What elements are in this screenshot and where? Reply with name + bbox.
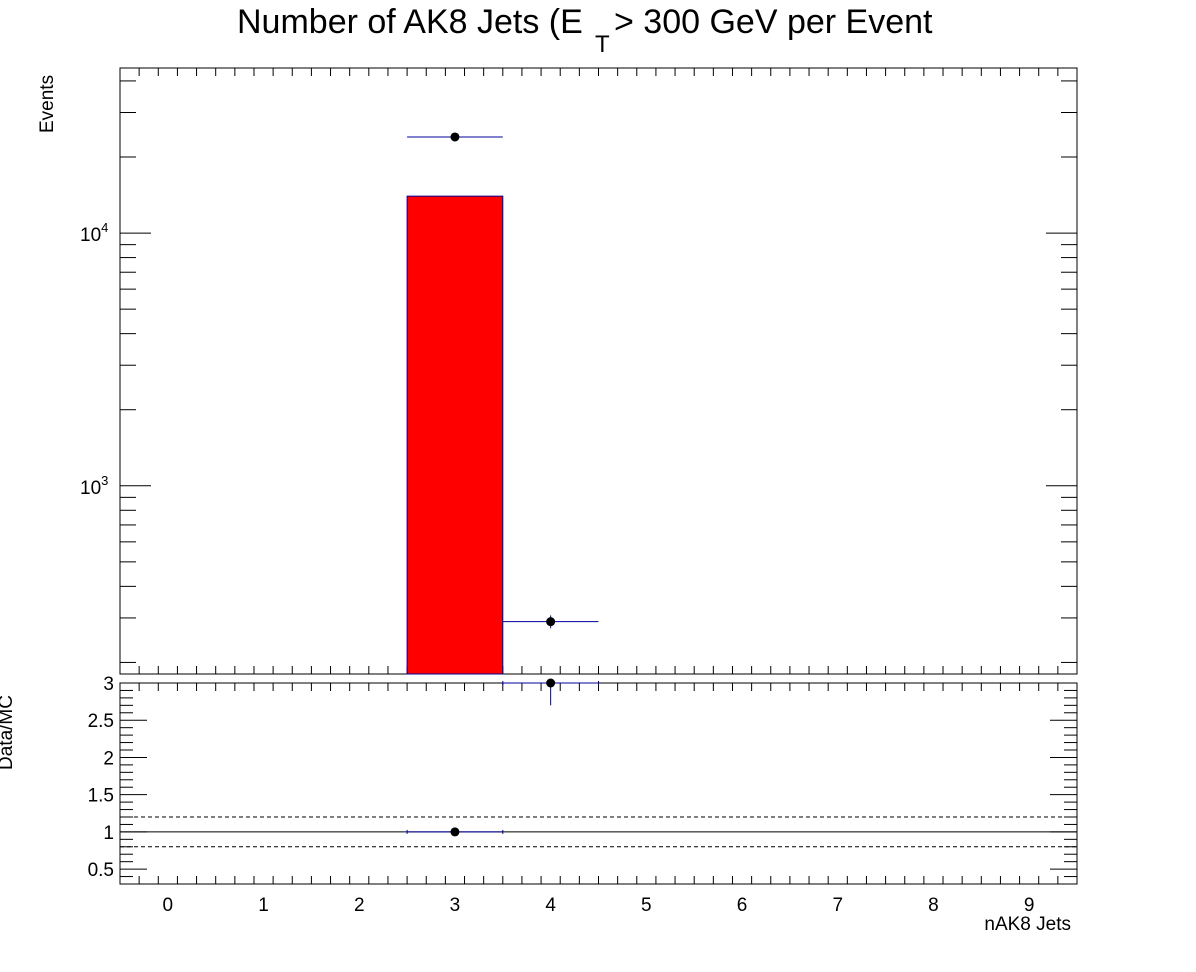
data-points (407, 132, 599, 629)
ratio-y-axis-label: Data/MC (0, 695, 17, 770)
ratio-point (450, 827, 460, 837)
y-tick-label-base: 10 (80, 478, 101, 499)
x-tick-label: 6 (737, 895, 748, 916)
ratio-plot-frame (119, 682, 1078, 885)
x-tick-label: 9 (1024, 895, 1035, 916)
x-tick-label: 7 (832, 895, 843, 916)
data-point (546, 617, 556, 627)
ratio-x-ticks: 0 1 2 3 4 5 6 7 8 9 (119, 683, 1078, 916)
ratio-reference-lines (120, 816, 1077, 848)
x-tick-label: 0 (163, 895, 174, 916)
x-tick-label: 1 (258, 895, 269, 916)
ratio-y-tick-label: 0.5 (88, 860, 114, 881)
ratio-point (546, 678, 556, 688)
ratio-x-axis-label: nAK8 Jets (984, 914, 1071, 935)
main-plot-frame (119, 67, 1078, 675)
x-tick-label: 3 (450, 895, 461, 916)
x-tick-label: 4 (545, 895, 556, 916)
y-tick-label: 103 (80, 473, 108, 499)
ratio-y-tick-label: 3 (103, 674, 114, 695)
y-tick-label-exponent: 4 (101, 220, 108, 235)
ratio-y-tick-label: 2 (103, 748, 114, 769)
data-point (450, 132, 460, 142)
ratio-y-tick-label: 1 (103, 823, 114, 844)
ratio-y-tick-label: 2.5 (88, 711, 114, 732)
chart-title-rest: > 300 GeV per Event (614, 3, 933, 41)
ratio-points (406, 678, 599, 837)
main-y-axis-label: Events (37, 75, 58, 133)
histogram-bar (406, 195, 504, 675)
ratio-y-ticks: 0.5 1 1.5 2 2.5 3 (88, 674, 1077, 885)
y-tick-label-exponent: 3 (101, 473, 108, 488)
chart-title-main: Number of AK8 Jets (E (237, 3, 583, 41)
mc-histogram (406, 195, 504, 675)
main-x-ticks (119, 68, 1078, 674)
y-tick-label: 104 (80, 220, 108, 246)
ratio-y-tick-label: 1.5 (88, 786, 114, 807)
chart-title-subscript: T (595, 31, 610, 58)
x-tick-label: 5 (641, 895, 652, 916)
x-tick-label: 2 (354, 895, 365, 916)
x-tick-label: 8 (928, 895, 939, 916)
y-tick-label-base: 10 (80, 225, 101, 246)
